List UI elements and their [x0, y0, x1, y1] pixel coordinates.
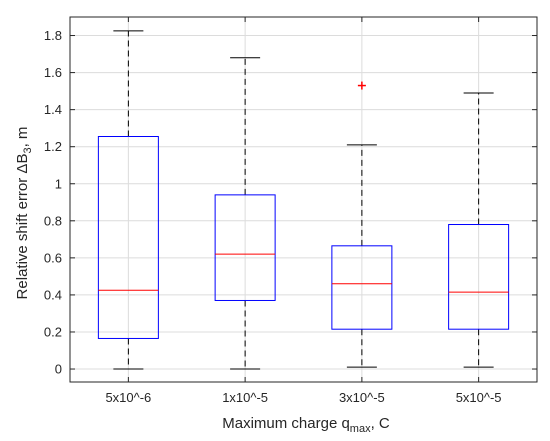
x-axis-label: Maximum charge qmax, C	[222, 415, 390, 435]
y-tick-label: 1.2	[44, 139, 62, 154]
y-tick-label: 1.8	[44, 28, 62, 43]
axis-ticks: 0 0.2 0.4 0.6 0.8 1 1.2 1.4 1.6 1.8 5x10^-6 1x10^-5…	[44, 17, 537, 405]
iqr-box	[448, 224, 510, 330]
x-tick-label: 1x10^-5	[222, 390, 268, 405]
x-tick-label: 5x10^-5	[456, 390, 502, 405]
x-tick-label: 5x10^-6	[105, 390, 151, 405]
y-tick-label: 1.6	[44, 65, 62, 80]
iqr-box	[214, 194, 276, 301]
y-axis-label: Relative shift error ΔB3, m	[14, 127, 34, 300]
iqr-box	[331, 245, 393, 330]
box-group	[214, 57, 276, 370]
y-tick-label: 0.8	[44, 213, 62, 228]
plot-frame	[69, 16, 538, 383]
x-tick-label: 3x10^-5	[339, 390, 385, 405]
box-group	[331, 81, 393, 368]
y-tick-label: 0.2	[44, 324, 62, 339]
y-tick-label: 0	[55, 362, 62, 377]
y-tick-label: 0.4	[44, 287, 62, 302]
outlier-marker	[357, 81, 366, 90]
y-tick-label: 0.6	[44, 250, 62, 265]
iqr-box	[97, 136, 159, 339]
y-tick-label: 1	[55, 176, 62, 191]
box-group	[448, 92, 510, 368]
y-tick-label: 1.4	[44, 102, 62, 117]
grid-lines	[70, 17, 537, 382]
box-group	[97, 30, 159, 370]
box-plot-series	[97, 30, 510, 370]
